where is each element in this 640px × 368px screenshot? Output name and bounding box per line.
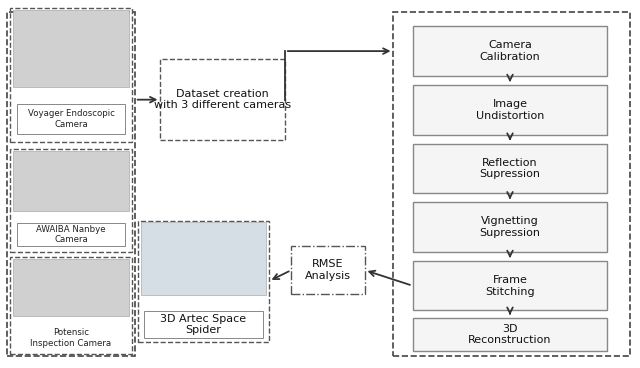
Bar	[17, 105, 125, 134]
Text: 3D Artec Space
Spider: 3D Artec Space Spider	[161, 314, 246, 336]
Bar	[17, 223, 125, 246]
Bar	[413, 261, 607, 311]
Text: Image
Undistortion: Image Undistortion	[476, 99, 544, 121]
Bar	[141, 223, 266, 295]
Bar	[413, 318, 607, 351]
Text: AWAIBA Nanbye
Camera: AWAIBA Nanbye Camera	[36, 225, 106, 244]
Bar	[13, 259, 129, 315]
Bar	[413, 85, 607, 135]
Text: Dataset creation
with 3 different cameras: Dataset creation with 3 different camera…	[154, 89, 291, 110]
Bar	[13, 10, 129, 88]
Text: Frame
Stitching: Frame Stitching	[485, 275, 535, 297]
Text: Reflection
Supression: Reflection Supression	[479, 158, 541, 179]
Text: Camera
Calibration: Camera Calibration	[479, 40, 540, 62]
Bar	[138, 221, 269, 342]
Bar	[7, 12, 135, 356]
Bar	[145, 311, 262, 338]
Bar	[394, 12, 630, 356]
Bar	[10, 149, 132, 252]
Text: Potensic
Inspection Camera: Potensic Inspection Camera	[30, 328, 111, 348]
Bar	[13, 151, 129, 210]
Bar	[291, 246, 365, 294]
Bar	[413, 26, 607, 76]
Bar	[413, 144, 607, 193]
Text: RMSE
Analysis: RMSE Analysis	[305, 259, 351, 281]
Bar	[10, 257, 132, 354]
Bar	[161, 59, 285, 140]
Text: 3D
Reconstruction: 3D Reconstruction	[468, 323, 552, 345]
Text: Vignetting
Supression: Vignetting Supression	[479, 216, 541, 238]
Bar	[10, 8, 132, 142]
Bar	[413, 202, 607, 252]
Text: Voyager Endoscopic
Camera: Voyager Endoscopic Camera	[28, 109, 115, 129]
